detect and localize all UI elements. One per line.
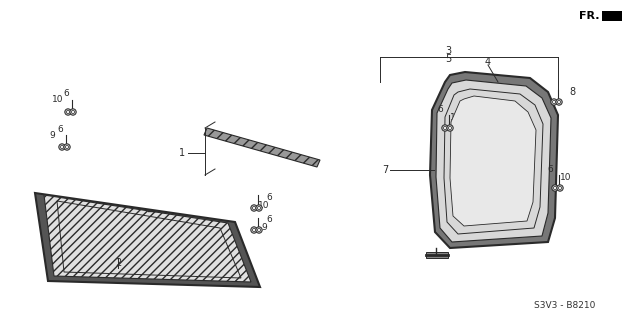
Circle shape [552,100,556,103]
Text: 6: 6 [437,106,443,115]
Polygon shape [35,193,260,287]
Text: 9: 9 [49,131,55,140]
Circle shape [556,99,562,105]
Polygon shape [602,11,622,21]
Polygon shape [426,252,448,258]
Circle shape [251,227,257,233]
Polygon shape [44,195,251,282]
Circle shape [557,185,563,191]
Text: 10: 10 [451,113,461,122]
Polygon shape [204,128,320,167]
Text: 6: 6 [266,216,272,225]
Circle shape [551,99,557,105]
Text: FR.: FR. [579,11,600,21]
Circle shape [557,100,561,103]
Text: 8: 8 [569,87,575,97]
Text: 7: 7 [382,165,388,175]
Circle shape [444,127,447,130]
Circle shape [447,125,453,131]
Polygon shape [436,80,551,242]
Circle shape [64,144,70,150]
Text: 9: 9 [261,224,267,233]
Circle shape [256,205,262,211]
Polygon shape [450,96,536,226]
Text: 6: 6 [547,166,553,174]
Text: 6: 6 [63,90,69,99]
Circle shape [449,127,451,130]
Circle shape [442,125,448,131]
Polygon shape [430,72,558,248]
Circle shape [70,109,76,115]
Circle shape [257,206,260,210]
Circle shape [65,109,71,115]
Text: 6: 6 [266,192,272,202]
Circle shape [65,145,68,149]
Circle shape [552,185,558,191]
Text: S3V3 - B8210: S3V3 - B8210 [534,300,596,309]
Circle shape [61,145,63,149]
Circle shape [257,228,260,232]
Text: 2: 2 [115,258,121,268]
Text: 6: 6 [57,124,63,133]
Circle shape [59,144,65,150]
Text: 4: 4 [485,57,491,67]
Circle shape [256,227,262,233]
Text: 10: 10 [52,95,64,105]
Text: 1: 1 [179,148,185,158]
Text: 5: 5 [445,54,451,64]
Circle shape [67,110,70,114]
Circle shape [253,206,255,210]
Text: 3: 3 [445,46,451,56]
Text: 10: 10 [259,201,269,210]
Circle shape [251,205,257,211]
Circle shape [72,110,74,114]
Circle shape [559,187,561,189]
Circle shape [253,228,255,232]
Circle shape [554,187,557,189]
Text: 10: 10 [560,173,572,182]
